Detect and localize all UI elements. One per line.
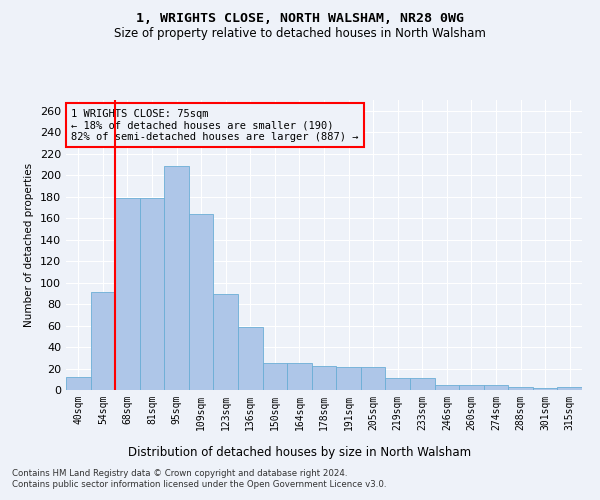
Bar <box>238 326 263 390</box>
Bar <box>385 378 410 390</box>
Bar <box>66 377 91 390</box>
Text: Size of property relative to detached houses in North Walsham: Size of property relative to detached ho… <box>114 28 486 40</box>
Bar <box>336 368 361 390</box>
Bar <box>91 292 115 390</box>
Bar <box>115 198 140 390</box>
Y-axis label: Number of detached properties: Number of detached properties <box>25 163 34 327</box>
Bar <box>508 387 533 390</box>
Bar <box>434 384 459 390</box>
Bar <box>312 366 336 390</box>
Bar <box>214 294 238 390</box>
Text: Distribution of detached houses by size in North Walsham: Distribution of detached houses by size … <box>128 446 472 459</box>
Text: Contains HM Land Registry data © Crown copyright and database right 2024.: Contains HM Land Registry data © Crown c… <box>12 468 347 477</box>
Bar <box>410 378 434 390</box>
Bar <box>263 363 287 390</box>
Bar <box>140 198 164 390</box>
Bar <box>361 368 385 390</box>
Bar <box>189 214 214 390</box>
Bar <box>484 384 508 390</box>
Text: 1, WRIGHTS CLOSE, NORTH WALSHAM, NR28 0WG: 1, WRIGHTS CLOSE, NORTH WALSHAM, NR28 0W… <box>136 12 464 26</box>
Bar <box>164 166 189 390</box>
Bar <box>459 384 484 390</box>
Bar <box>533 388 557 390</box>
Bar <box>287 363 312 390</box>
Text: 1 WRIGHTS CLOSE: 75sqm
← 18% of detached houses are smaller (190)
82% of semi-de: 1 WRIGHTS CLOSE: 75sqm ← 18% of detached… <box>71 108 359 142</box>
Bar <box>557 387 582 390</box>
Text: Contains public sector information licensed under the Open Government Licence v3: Contains public sector information licen… <box>12 480 386 489</box>
